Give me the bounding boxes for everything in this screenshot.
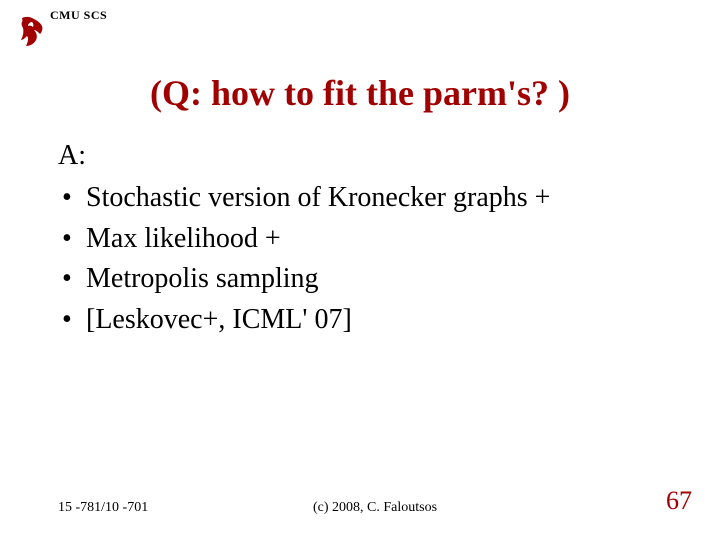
slide-header: CMU SCS: [18, 8, 107, 48]
list-item: Metropolis sampling: [58, 259, 662, 300]
list-item: [Leskovec+, ICML' 07]: [58, 300, 662, 341]
list-item: Stochastic version of Kronecker graphs +: [58, 178, 662, 219]
dragon-logo-icon: [18, 16, 46, 48]
bullet-list: Stochastic version of Kronecker graphs +…: [58, 178, 662, 340]
footer-page-number: 67: [666, 486, 692, 516]
slide-footer: 15 -781/10 -701 (c) 2008, C. Faloutsos 6…: [58, 486, 692, 516]
footer-copyright: (c) 2008, C. Faloutsos: [313, 500, 437, 516]
header-org-text: CMU SCS: [50, 8, 107, 23]
list-item: Max likelihood +: [58, 219, 662, 260]
slide-title: (Q: how to fit the parm's? ): [0, 72, 720, 114]
answer-label: A:: [58, 140, 662, 172]
footer-course-number: 15 -781/10 -701: [58, 500, 148, 516]
slide-content: A: Stochastic version of Kronecker graph…: [58, 140, 662, 340]
